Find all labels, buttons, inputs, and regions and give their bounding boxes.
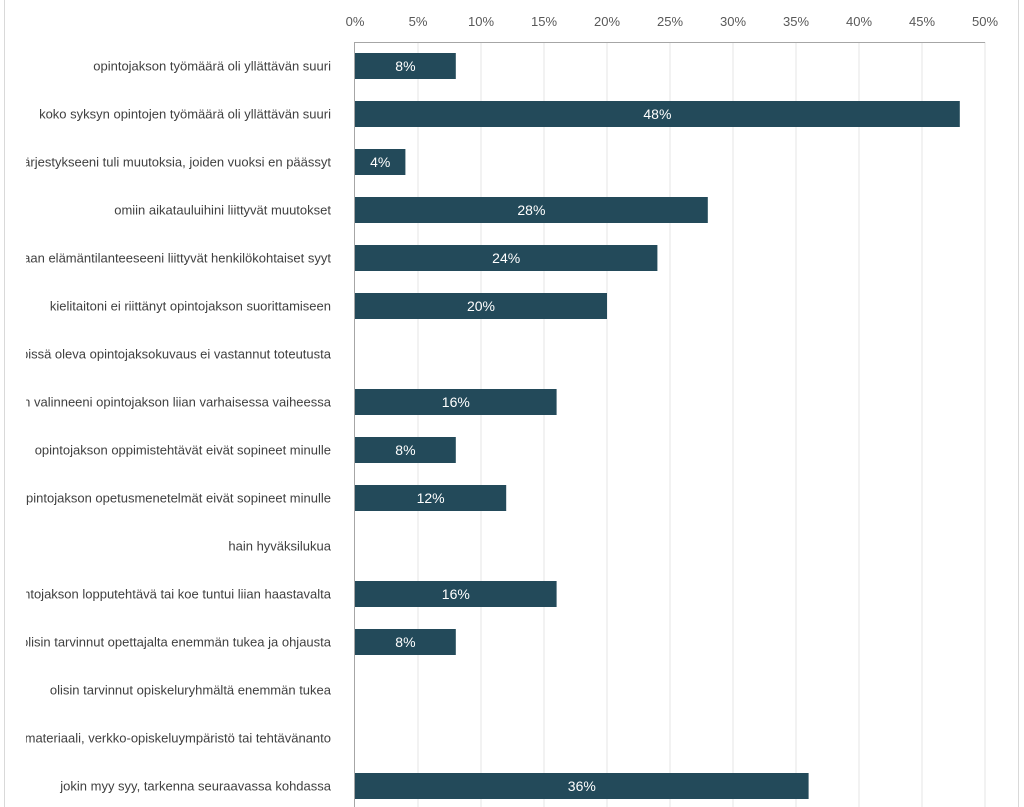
- category-label: Pepissä oleva opintojaksokuvaus ei vasta…: [5, 347, 332, 362]
- data-label: 20%: [467, 298, 495, 314]
- data-label: 36%: [568, 778, 596, 794]
- bar: [355, 629, 456, 655]
- category-labels: opintojakson työmäärä oli yllättävän suu…: [0, 59, 332, 794]
- category-label: omiin aikatauluihini liittyvät muutokset: [114, 203, 331, 218]
- x-tick-label: 45%: [909, 14, 935, 29]
- category-label: opintojakson työmäärä oli yllättävän suu…: [93, 59, 331, 74]
- bar: [355, 149, 406, 175]
- category-label: opintojakson lopputehtävä tai koe tuntui…: [6, 587, 332, 602]
- category-label: lukujärjestykseeni tuli muutoksia, joide…: [0, 155, 331, 170]
- category-label: omaan elämäntilanteeseeni liittyvät henk…: [5, 251, 331, 266]
- x-tick-label: 10%: [468, 14, 494, 29]
- x-tick-label: 5%: [409, 14, 428, 29]
- category-label: koin valinneeni opintojakson liian varha…: [7, 395, 332, 410]
- bar: [355, 245, 658, 271]
- data-label: 12%: [417, 490, 445, 506]
- data-label: 16%: [442, 586, 470, 602]
- category-label: olisin tarvinnut opettajalta enemmän tuk…: [21, 635, 332, 650]
- bar: [355, 389, 557, 415]
- category-label: opintojakson oppimistehtävät eivät sopin…: [35, 443, 331, 458]
- data-label: 48%: [643, 106, 671, 122]
- x-tick-label: 35%: [783, 14, 809, 29]
- data-label: 8%: [395, 442, 415, 458]
- category-label: opintojakson opetusmenetelmät eivät sopi…: [19, 491, 331, 506]
- bar: [355, 197, 708, 223]
- category-label: olisin tarvinnut opiskeluryhmältä enemmä…: [50, 683, 332, 698]
- data-label: 28%: [517, 202, 545, 218]
- x-tick-label: 50%: [972, 14, 998, 29]
- category-label: jokin myy syy, tarkenna seuraavassa kohd…: [59, 779, 331, 794]
- bar: [355, 101, 960, 127]
- category-label: oppimateriaali, verkko-opiskeluympäristö…: [0, 731, 331, 746]
- chart-frame: [4, 0, 1019, 807]
- category-label: kielitaitoni ei riittänyt opintojakson s…: [50, 299, 331, 314]
- x-tick-label: 20%: [594, 14, 620, 29]
- data-label: 8%: [395, 634, 415, 650]
- x-tick-label: 30%: [720, 14, 746, 29]
- data-label: 16%: [442, 394, 470, 410]
- bar: [355, 485, 507, 511]
- data-label: 8%: [395, 58, 415, 74]
- category-label: hain hyväksilukua: [228, 539, 331, 554]
- data-label: 24%: [492, 250, 520, 266]
- category-label: koko syksyn opintojen työmäärä oli yllät…: [39, 107, 331, 122]
- x-tick-label: 0%: [346, 14, 365, 29]
- bar: [355, 53, 456, 79]
- x-tick-label: 40%: [846, 14, 872, 29]
- x-tick-label: 25%: [657, 14, 683, 29]
- bar: [355, 437, 456, 463]
- bar: [355, 581, 557, 607]
- x-tick-label: 15%: [531, 14, 557, 29]
- bar: [355, 293, 607, 319]
- bar: [355, 773, 809, 799]
- data-label: 4%: [370, 154, 390, 170]
